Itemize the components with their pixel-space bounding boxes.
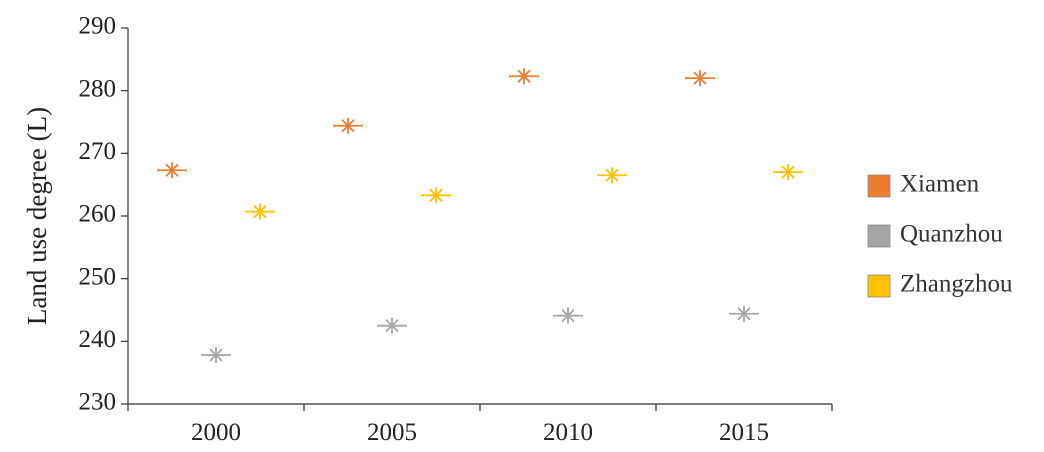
legend-label: Xiamen bbox=[900, 171, 980, 198]
x-tick-label: 2015 bbox=[719, 419, 769, 446]
x-tick-label: 2010 bbox=[543, 419, 593, 446]
legend: Xiamen Quanzhou Zhangzhou bbox=[867, 171, 1013, 298]
data-point bbox=[553, 307, 583, 324]
y-tick-label: 280 bbox=[79, 75, 117, 102]
y-tick-label: 240 bbox=[79, 326, 117, 353]
data-point bbox=[245, 203, 275, 220]
series-quanzhou bbox=[201, 305, 759, 364]
plot-area: 230 240 250 260 270 280 290 2000 2005 2010 2015 bbox=[79, 13, 833, 446]
legend-swatch bbox=[867, 224, 891, 248]
legend-item-xiamen: Xiamen bbox=[867, 171, 980, 198]
y-tick-label: 270 bbox=[79, 138, 117, 165]
data-point bbox=[685, 70, 715, 87]
x-tick-label: 2000 bbox=[191, 419, 241, 446]
legend-item-zhangzhou: Zhangzhou bbox=[867, 271, 1013, 298]
y-axis-title: Land use degree (L) bbox=[22, 107, 52, 325]
x-tick-label: 2005 bbox=[367, 419, 417, 446]
series-xiamen bbox=[157, 68, 715, 179]
series-zhangzhou bbox=[245, 164, 803, 220]
data-point bbox=[157, 162, 187, 179]
y-tick-label: 260 bbox=[79, 201, 117, 228]
legend-swatch bbox=[867, 274, 891, 298]
data-point bbox=[333, 117, 363, 134]
data-point bbox=[773, 164, 803, 181]
legend-label: Quanzhou bbox=[900, 221, 1003, 248]
legend-swatch bbox=[867, 174, 891, 198]
y-tick-label: 290 bbox=[79, 13, 117, 40]
legend-label: Zhangzhou bbox=[900, 271, 1013, 298]
y-tick-label: 230 bbox=[79, 389, 117, 416]
data-point bbox=[377, 317, 407, 334]
legend-item-quanzhou: Quanzhou bbox=[867, 221, 1003, 248]
data-point bbox=[729, 305, 759, 322]
y-tick-label: 250 bbox=[79, 263, 117, 290]
data-point bbox=[201, 347, 231, 364]
data-point bbox=[421, 187, 451, 204]
data-point bbox=[509, 68, 539, 85]
data-point bbox=[597, 167, 627, 184]
